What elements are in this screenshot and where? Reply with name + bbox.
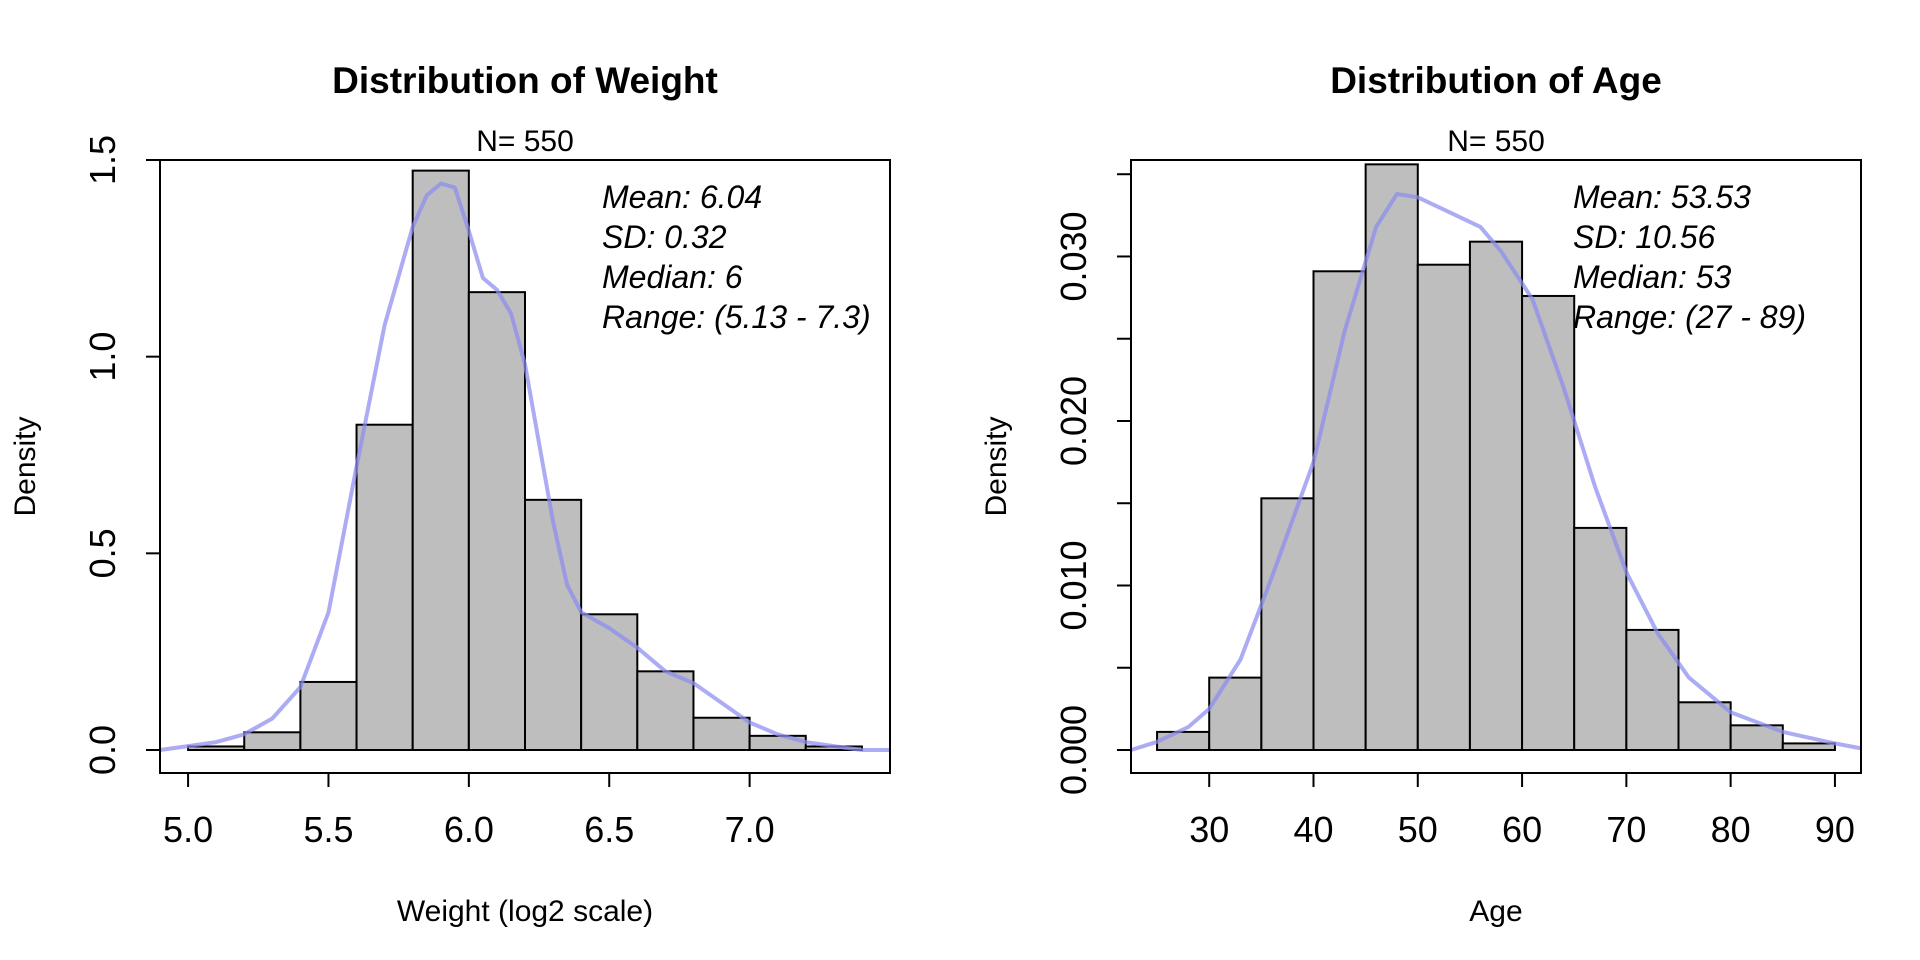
stats-line: Mean: 53.53 [1573,179,1751,215]
x-tick-label: 5.0 [163,809,213,850]
x-tick-label: 30 [1189,809,1229,850]
chart-subtitle: N= 550 [1447,125,1545,158]
histogram-bar [187,745,246,752]
y-tick-label: 0.0 [82,725,123,775]
y-axis-label: Density [9,416,42,516]
x-axis-label: Weight (log2 scale) [397,895,653,928]
y-tick-label: 1.5 [82,135,123,185]
stats-line: Range: (27 - 89) [1573,299,1806,335]
bars [1156,163,1836,752]
stats-line: SD: 10.56 [1573,219,1716,255]
histogram-bar [524,498,583,751]
histogram-bar [1364,163,1419,752]
stats-line: SD: 0.32 [602,219,727,255]
chart-subtitle: N= 550 [476,125,574,158]
histogram-bar [1312,270,1367,751]
chart-title: Distribution of Weight [332,60,718,101]
x-axis-label: Age [1469,895,1522,928]
histogram-bar [411,169,470,751]
histogram-bar [1156,730,1211,752]
histogram-bar [1573,526,1628,751]
y-tick-label: 0.020 [1053,376,1094,466]
density-curve [1130,192,1862,752]
histogram-bar [467,291,527,751]
chart-panel-1: Distribution of Weight N= 550 Weight (log2… [9,60,891,928]
y-tick-label: 0.5 [82,528,123,578]
chart-title: Distribution of Age [1330,60,1662,101]
y-tick-label: 0.010 [1053,540,1094,630]
x-tick-label: 60 [1502,809,1542,850]
x-tick-label: 6.5 [584,809,634,850]
x-tick-label: 80 [1711,809,1751,850]
bars [187,169,863,752]
x-tick-label: 70 [1606,809,1646,850]
chart-panel-2: Distribution of Age N= 550 Age Density 30 40 5… [980,60,1862,928]
histogram-bar [1677,701,1732,752]
stats-line: Median: 6 [602,259,743,295]
histogram-bar [355,423,414,751]
histogram-bar [1208,676,1263,751]
x-tick-label: 5.5 [303,809,353,850]
histogram-bar [1416,263,1471,751]
histogram-bar [580,613,639,751]
x-tick-label: 40 [1293,809,1333,850]
histogram-bar [692,716,751,751]
x-tick-label: 90 [1815,809,1855,850]
stats-line: Mean: 6.04 [602,179,762,215]
histogram-bar [243,731,302,751]
y-tick-label: 1.0 [82,332,123,382]
density-curve [159,181,890,752]
histogram-bar [1468,240,1524,751]
histogram-bar [636,670,695,751]
histogram-bar [299,680,358,751]
histogram-bar [1521,294,1576,751]
y-tick-label: 0.030 [1053,211,1094,301]
x-tick-label: 6.0 [444,809,494,850]
histogram-bar [1625,628,1680,751]
histogram-bar [1781,742,1836,752]
y-tick-label: 0.000 [1053,705,1094,795]
stats-line: Range: (5.13 - 7.3) [602,299,871,335]
x-tick-label: 50 [1398,809,1438,850]
stats-line: Median: 53 [1573,259,1732,295]
y-axis-label: Density [980,416,1013,516]
x-tick-label: 7.0 [725,809,775,850]
